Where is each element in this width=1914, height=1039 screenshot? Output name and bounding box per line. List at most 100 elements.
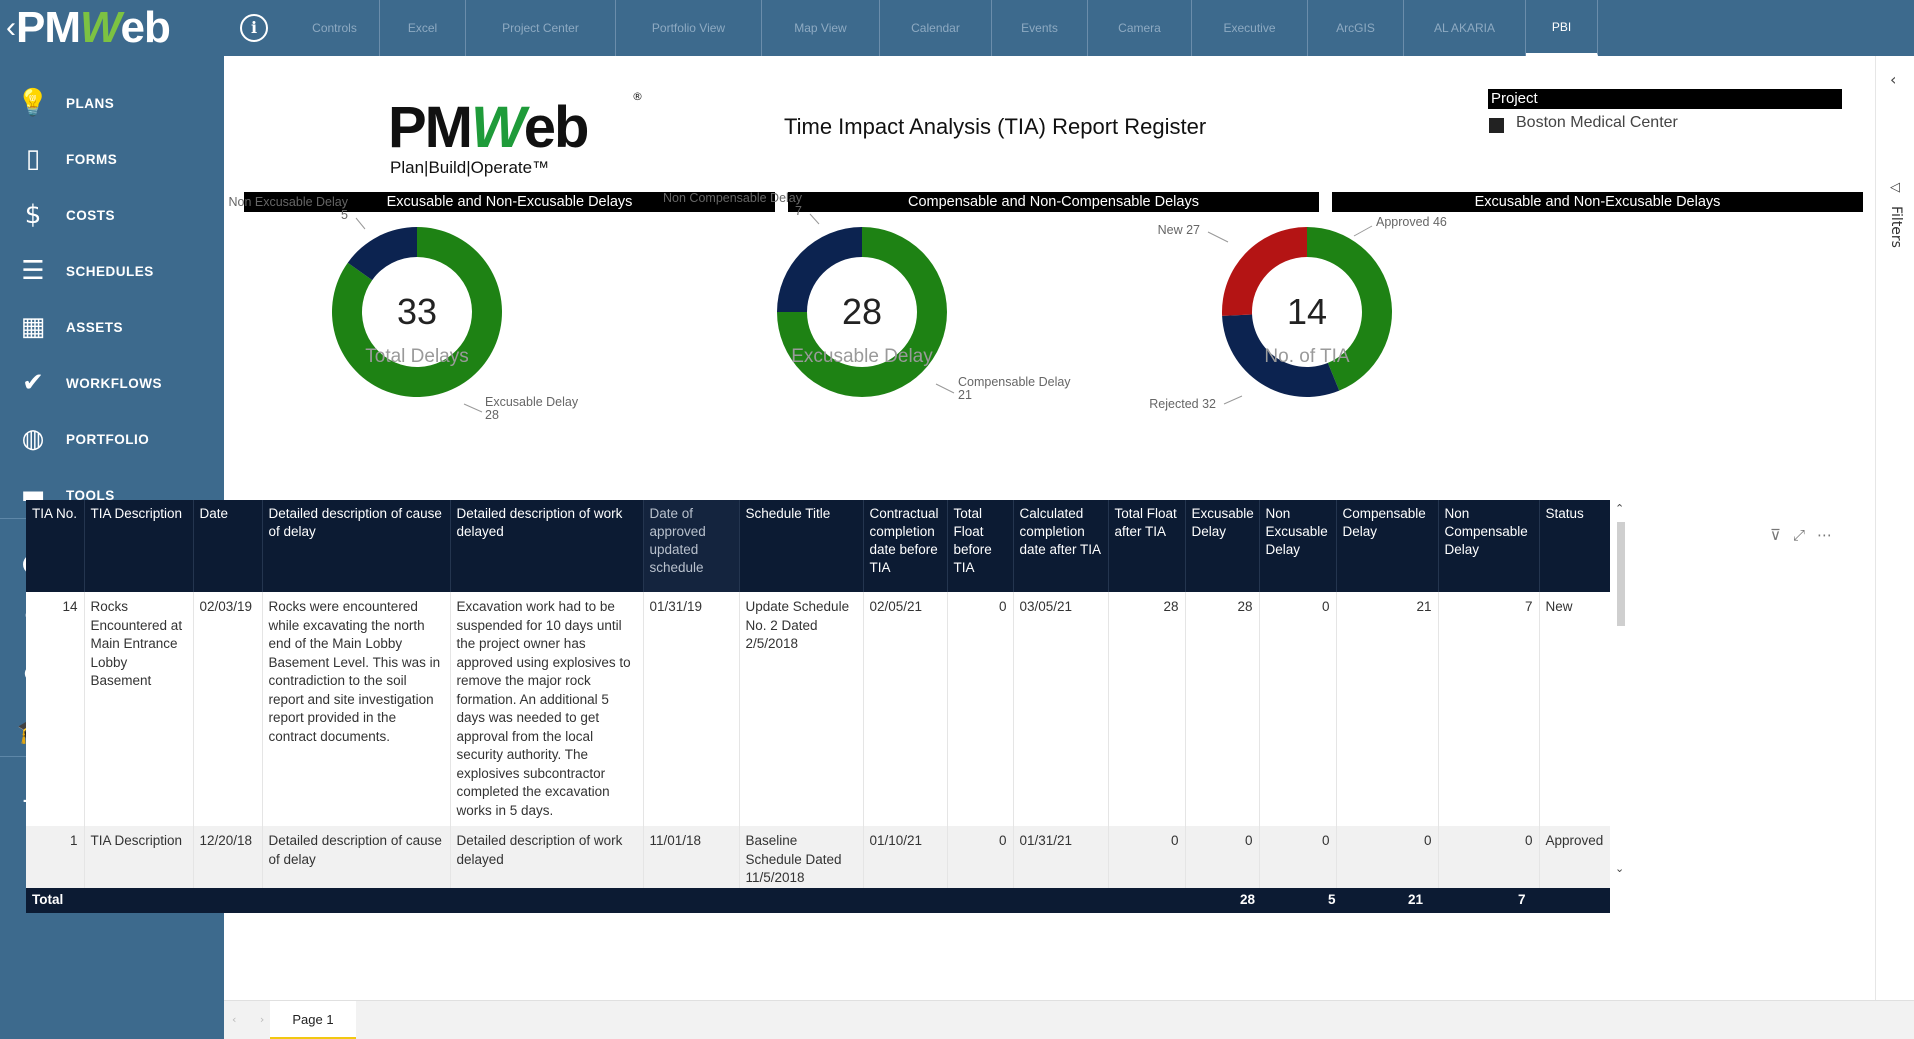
table-cell: 01/31/21 [1013, 826, 1109, 894]
filters-pane[interactable]: ‹ ◁ Filters [1875, 56, 1914, 1039]
table-cell: Rocks were encountered while excavating … [262, 592, 451, 826]
total-label: Total [32, 892, 64, 907]
tab-pbi[interactable]: PBI [1526, 0, 1598, 56]
globe-icon: ◍ [21, 424, 45, 454]
table-cell: Detailed description of work delayed [450, 826, 644, 894]
column-header[interactable]: Compensable Delay [1336, 500, 1439, 592]
sidebar-item-label: TOOLS [66, 487, 115, 503]
total-non-excusable: 5 [1328, 892, 1336, 907]
slice-value: 28 [485, 408, 499, 422]
table-row[interactable]: 14 Rocks Encountered at Main Entrance Lob… [26, 592, 1610, 826]
table-cell: 02/03/19 [193, 592, 263, 826]
schedule-bars-icon: ☰ [21, 256, 45, 286]
table-cell: 7 [1438, 592, 1540, 826]
registered-mark: ® [632, 90, 643, 103]
sidebar-item-schedules[interactable]: ☰ SCHEDULES [0, 248, 224, 294]
page-tab-1[interactable]: Page 1 [270, 1001, 356, 1039]
page-nav-arrows-icon[interactable]: ‹ › [232, 1013, 275, 1026]
total-compensable: 21 [1408, 892, 1424, 907]
sidebar-item-forms[interactable]: ▯ FORMS [0, 136, 224, 182]
slice-label: Compensable Delay [958, 375, 1071, 389]
column-header[interactable]: Non Excusable Delay [1259, 500, 1337, 592]
collapse-chevron-icon[interactable]: ‹ [1890, 70, 1897, 89]
column-header[interactable]: Date [193, 500, 263, 592]
column-header[interactable]: TIA No. [26, 500, 85, 592]
tab-project-center[interactable]: Project Center [466, 0, 616, 56]
scroll-down-icon[interactable]: ⌄ [1615, 862, 1625, 875]
donut-slice[interactable] [1222, 227, 1307, 316]
tia-register-table: TIA No. TIA Description Date Detailed descr… [26, 500, 1610, 912]
tab-portfolio-view[interactable]: Portfolio View [616, 0, 762, 56]
tab-executive[interactable]: Executive [1192, 0, 1308, 56]
sidebar-item-plans[interactable]: 💡 PLANS [0, 80, 224, 126]
tab-calendar[interactable]: Calendar [880, 0, 992, 56]
sidebar-item-costs[interactable]: $ COSTS [0, 192, 224, 238]
donut-center-value: 28 [842, 291, 882, 332]
column-header[interactable]: Detailed description of work delayed [450, 500, 644, 592]
column-header[interactable]: Calculated completion date after TIA [1013, 500, 1109, 592]
donut-slice[interactable] [777, 227, 862, 312]
scroll-thumb[interactable] [1617, 522, 1625, 626]
sidebar-item-label: SCHEDULES [66, 263, 154, 279]
app-logo[interactable]: ‹ PMWeb [0, 0, 224, 56]
donut-center-label: Total Delays [365, 346, 469, 367]
filter-icon[interactable]: ⊽ [1770, 526, 1793, 544]
sidebar-item-portfolio[interactable]: ◍ PORTFOLIO [0, 416, 224, 462]
tab-map-view[interactable]: Map View [762, 0, 880, 56]
info-icon[interactable]: i [240, 14, 268, 42]
sidebar-item-label: FORMS [66, 151, 118, 167]
table-total-row: Total 28 5 21 7 [26, 888, 1610, 913]
column-header[interactable]: Date of approved updated schedule [643, 500, 740, 592]
column-header[interactable]: Total Float before TIA [947, 500, 1014, 592]
table-cell: New [1539, 592, 1610, 826]
donut-slice[interactable] [777, 227, 947, 397]
donut-slice[interactable] [347, 227, 417, 281]
back-icon[interactable]: ‹ [6, 11, 16, 44]
tab-excel[interactable]: Excel [380, 0, 466, 56]
table-cell: 0 [947, 826, 1014, 894]
focus-mode-icon[interactable]: ⤢ [1792, 526, 1817, 544]
chart-title-2: Compensable and Non-Compensable Delays [788, 192, 1319, 212]
table-cell: 0 [1438, 826, 1540, 894]
logo-wordmark: PMWeb [388, 95, 589, 160]
column-header[interactable]: Status [1539, 500, 1610, 592]
tab-arcgis[interactable]: ArcGIS [1308, 0, 1404, 56]
column-header[interactable]: Non Compensable Delay [1438, 500, 1540, 592]
column-header[interactable]: Detailed description of cause of delay [262, 500, 451, 592]
pmweb-report-logo: PMWeb ® Plan|Build|Operate™ [388, 84, 648, 184]
column-header[interactable]: Excusable Delay [1185, 500, 1260, 592]
table-cell: 28 [1185, 592, 1260, 826]
slice-value: 5 [341, 208, 348, 222]
table-cell: 0 [1259, 592, 1337, 826]
page-navigation-bar: ‹ › Page 1 [224, 1000, 1914, 1039]
tab-camera[interactable]: Camera [1088, 0, 1192, 56]
slicer-checkbox[interactable] [1489, 118, 1504, 133]
tab-controls[interactable]: Controls [290, 0, 380, 56]
tab-al-akaria[interactable]: AL AKARIA [1404, 0, 1526, 56]
slicer-option-value[interactable]: Boston Medical Center [1516, 114, 1678, 131]
sidebar-item-assets[interactable]: ▦ ASSETS [0, 304, 224, 350]
table-row[interactable]: 1 TIA Description 12/20/18 Detailed descrip… [26, 826, 1610, 894]
more-options-icon[interactable]: ⋯ [1817, 526, 1844, 544]
column-header[interactable]: Total Float after TIA [1108, 500, 1186, 592]
scroll-up-icon[interactable]: ⌃ [1615, 502, 1625, 515]
filters-funnel-icon: ◁ [1890, 180, 1900, 195]
column-header[interactable]: Contractual completion date before TIA [863, 500, 948, 592]
donut-slice[interactable] [1222, 314, 1340, 397]
table-scrollbar[interactable]: ⌃ ⌄ [1614, 500, 1628, 890]
column-header[interactable]: Schedule Title [739, 500, 864, 592]
tab-events[interactable]: Events [992, 0, 1088, 56]
donut-slice[interactable] [332, 227, 502, 398]
table-header-row: TIA No. TIA Description Date Detailed descr… [26, 500, 1610, 592]
donut-center-label: Excusable Delay [791, 346, 933, 367]
chart-title-3: Excusable and Non-Excusable Delays [1332, 192, 1863, 212]
column-header[interactable]: TIA Description [84, 500, 194, 592]
sidebar-item-workflows[interactable]: ✔ WORKFLOWS [0, 360, 224, 406]
slice-label: Non Excusable Delay [228, 195, 348, 209]
filters-label[interactable]: Filters [1888, 206, 1904, 248]
top-bar: ‹ PMWeb i Controls Excel Project Center Por… [0, 0, 1914, 56]
donut-slice[interactable] [1307, 227, 1392, 391]
chart-title-1: Excusable and Non-Excusable Delays [244, 192, 775, 212]
label-leader-line [809, 213, 820, 225]
